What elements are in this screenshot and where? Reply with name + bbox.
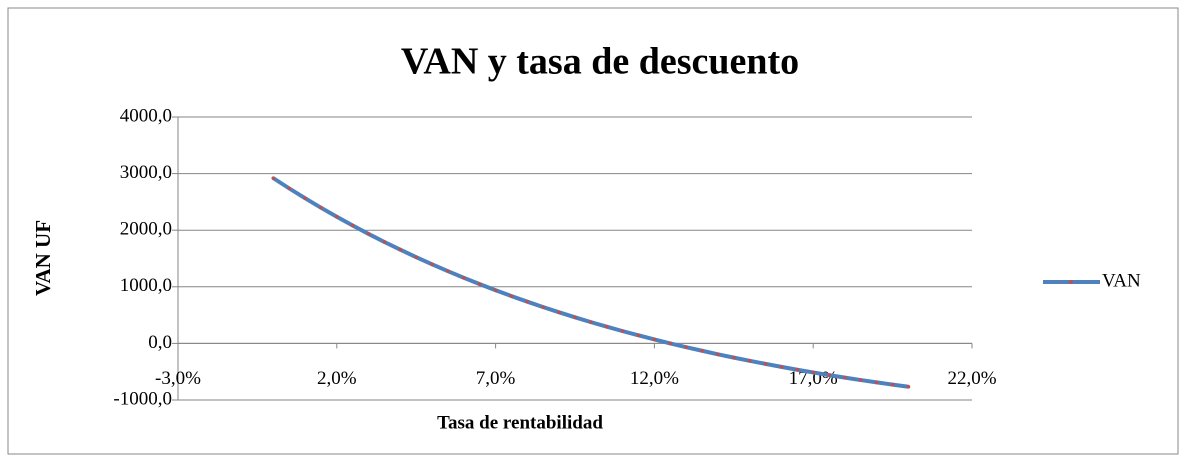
point-marker bbox=[843, 375, 847, 380]
y-tick-label: 0,0 bbox=[148, 332, 172, 353]
point-marker bbox=[589, 320, 593, 324]
x-tick-label: 7,0% bbox=[476, 368, 516, 389]
point-marker bbox=[795, 367, 800, 372]
point-marker bbox=[382, 240, 387, 244]
point-marker bbox=[779, 365, 784, 369]
y-tick-label: 1000,0 bbox=[120, 275, 172, 296]
y-tick-label: 4000,0 bbox=[120, 105, 172, 126]
point-marker bbox=[303, 196, 307, 201]
point-marker bbox=[319, 205, 323, 210]
point-marker bbox=[684, 345, 688, 349]
legend-marker bbox=[1069, 280, 1073, 284]
y-tick-label: 3000,0 bbox=[120, 162, 172, 183]
point-marker bbox=[636, 333, 641, 338]
x-tick-label: 22,0% bbox=[947, 368, 996, 389]
point-marker bbox=[811, 370, 815, 375]
legend-label: VAN bbox=[1102, 270, 1141, 291]
point-marker bbox=[430, 262, 434, 267]
point-marker bbox=[398, 247, 403, 252]
point-marker bbox=[890, 382, 895, 387]
point-marker bbox=[541, 305, 546, 309]
point-marker bbox=[874, 380, 879, 385]
point-marker bbox=[509, 294, 514, 298]
point-marker bbox=[906, 384, 911, 389]
y-axis-label: VAN UF bbox=[31, 220, 55, 296]
x-axis-label: Tasa de rentabilidad bbox=[437, 412, 603, 433]
point-marker bbox=[525, 299, 530, 304]
point-marker bbox=[477, 282, 482, 286]
point-marker bbox=[716, 352, 720, 357]
x-tick-label: 2,0% bbox=[317, 368, 357, 389]
point-marker bbox=[732, 355, 736, 360]
point-marker bbox=[652, 337, 657, 342]
point-marker bbox=[335, 214, 339, 219]
y-tick-label: 2000,0 bbox=[120, 219, 172, 240]
point-marker bbox=[493, 288, 498, 293]
x-tick-label: 12,0% bbox=[630, 368, 679, 389]
point-marker bbox=[446, 269, 450, 273]
point-marker bbox=[557, 310, 561, 315]
point-marker bbox=[573, 315, 577, 320]
point-marker bbox=[350, 223, 355, 228]
point-marker bbox=[287, 186, 291, 191]
point-marker bbox=[462, 276, 466, 280]
point-marker bbox=[747, 359, 752, 363]
point-marker bbox=[668, 341, 673, 346]
point-marker bbox=[700, 348, 704, 353]
y-tick-label: -1000,0 bbox=[113, 388, 172, 409]
point-marker bbox=[414, 255, 419, 259]
chart-title: VAN y tasa de descuento bbox=[401, 41, 799, 83]
chart-border bbox=[7, 7, 1179, 455]
point-marker bbox=[763, 362, 768, 366]
point-marker bbox=[366, 232, 371, 236]
point-marker bbox=[859, 378, 863, 382]
x-tick-label: -3,0% bbox=[155, 368, 201, 389]
point-marker bbox=[271, 176, 276, 180]
point-marker bbox=[604, 324, 609, 329]
point-marker bbox=[827, 373, 831, 377]
point-marker bbox=[620, 329, 625, 333]
